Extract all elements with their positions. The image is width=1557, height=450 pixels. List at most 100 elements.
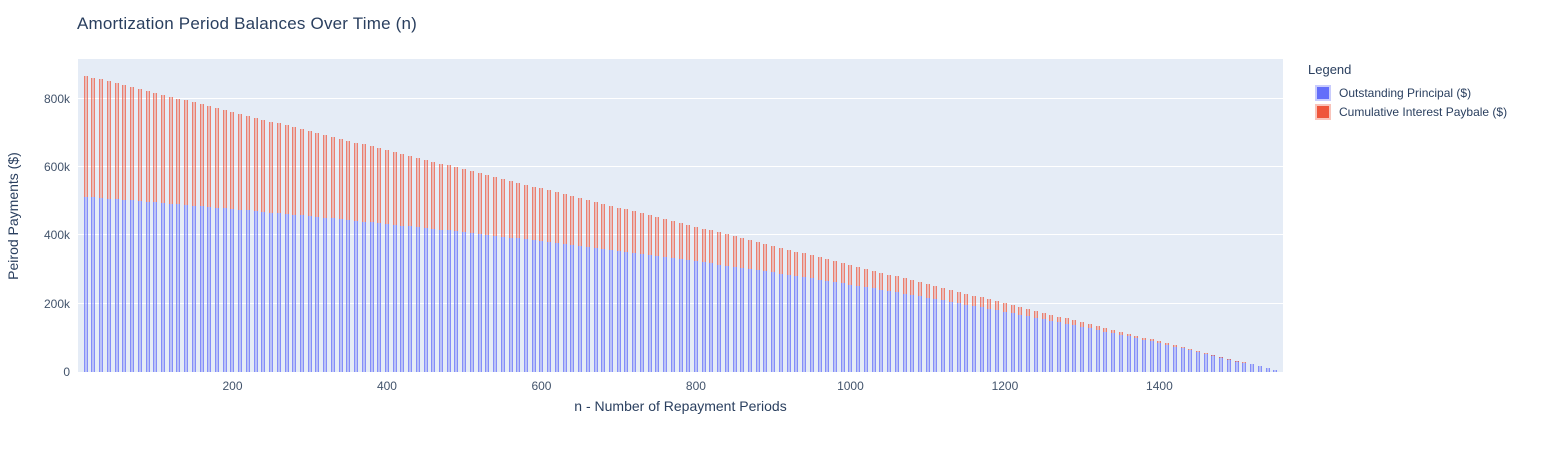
bar-segment-interest: [1149, 339, 1154, 342]
bar-segment-principal: [570, 244, 575, 372]
bar-segment-interest: [1033, 310, 1038, 318]
bar-segment-interest: [1087, 324, 1092, 329]
bar-segment-principal: [686, 260, 691, 372]
legend-item-outstanding-principal[interactable]: Outstanding Principal ($): [1303, 83, 1553, 102]
bar-segment-interest: [771, 245, 776, 273]
bar-segment-principal: [1165, 344, 1170, 372]
bar-segment-interest: [562, 194, 567, 244]
bar-segment-interest: [1072, 320, 1077, 326]
bar-segment-principal: [1211, 355, 1216, 372]
bar-segment-interest: [740, 238, 745, 268]
bar-segment-interest: [384, 150, 389, 224]
bar-segment-interest: [106, 81, 111, 199]
y-axis-title: Peirod Payments ($): [5, 152, 21, 280]
bar-segment-interest: [748, 240, 753, 270]
bar-segment-interest: [1026, 308, 1031, 317]
bar-segment-interest: [670, 220, 675, 259]
bar-segment-principal: [941, 300, 946, 372]
bar-segment-interest: [354, 142, 359, 221]
legend-item-label: Outstanding Principal ($): [1339, 85, 1472, 100]
bar-segment-principal: [925, 297, 930, 372]
cumulative-interest-swatch-icon: [1317, 105, 1329, 118]
bar-segment-principal: [354, 220, 359, 372]
bar-segment-principal: [230, 209, 235, 372]
bar-segment-principal: [369, 222, 374, 372]
bar-segment-principal: [1141, 339, 1146, 372]
bar-segment-interest: [933, 285, 938, 299]
bar-segment-principal: [292, 214, 297, 372]
bar-segment-principal: [1080, 326, 1085, 372]
bar-segment-principal: [184, 205, 189, 372]
bar-segment-interest: [462, 169, 467, 233]
bar-segment-principal: [778, 273, 783, 372]
bar-segment-interest: [585, 199, 590, 247]
bar-segment-interest: [245, 115, 250, 211]
gridline: [78, 234, 1283, 236]
x-tick-label: 400: [376, 379, 397, 393]
bar-segment-principal: [215, 207, 220, 372]
x-tick-label: 200: [222, 379, 243, 393]
bar-segment-principal: [840, 283, 845, 372]
bar-segment-interest: [547, 190, 552, 243]
bar-segment-interest: [979, 297, 984, 308]
bar-segment-principal: [1002, 311, 1007, 372]
bar-segment-interest: [230, 111, 235, 210]
bar-segment-interest: [925, 284, 930, 298]
bar-segment-interest: [330, 136, 335, 219]
bar-segment-interest: [91, 77, 96, 198]
plot-area[interactable]: [78, 59, 1283, 372]
bar-segment-interest: [825, 259, 830, 281]
bar-segment-principal: [222, 208, 227, 372]
bar-segment-interest: [1126, 333, 1131, 337]
bar-segment-principal: [616, 250, 621, 372]
bar-segment-interest: [176, 98, 181, 205]
bar-segment-principal: [1250, 364, 1255, 372]
bar-segment-principal: [1149, 341, 1154, 372]
bar-segment-principal: [168, 203, 173, 372]
bar-segment-interest: [1041, 312, 1046, 320]
bar-segment-principal: [1273, 370, 1278, 372]
bar-segment-interest: [508, 180, 513, 238]
bar-segment-interest: [1134, 335, 1139, 339]
x-tick-label: 800: [685, 379, 706, 393]
bar-segment-principal: [1203, 353, 1208, 372]
bar-segment-interest: [130, 87, 135, 201]
bar-segment-principal: [1234, 360, 1239, 372]
bar-segment-interest: [863, 268, 868, 288]
bar-segment-interest: [840, 263, 845, 284]
bar-segment-principal: [261, 211, 266, 372]
bar-segment-principal: [647, 254, 652, 372]
bar-segment-interest: [516, 182, 521, 239]
bar-segment-interest: [207, 106, 212, 207]
bar-segment-principal: [755, 270, 760, 372]
bar-segment-interest: [871, 270, 876, 289]
bar-segment-principal: [1064, 323, 1069, 372]
legend-item-cumulative-interest[interactable]: Cumulative Interest Paybale ($): [1303, 102, 1553, 121]
bar-segment-principal: [408, 226, 413, 372]
bar-segment-interest: [663, 219, 668, 258]
bar-segment-principal: [160, 203, 165, 372]
bar-segment-principal: [1226, 358, 1231, 372]
bar-segment-principal: [639, 253, 644, 372]
bar-segment-interest: [910, 280, 915, 295]
bar-segment-principal: [748, 269, 753, 372]
bar-segment-principal: [740, 267, 745, 372]
bar-segment-principal: [1180, 348, 1185, 372]
bar-segment-principal: [585, 246, 590, 372]
bar-segment-interest: [431, 161, 436, 229]
bar-segment-principal: [794, 276, 799, 372]
bar-segment-principal: [709, 263, 714, 372]
bar-segment-interest: [686, 224, 691, 261]
bar-segment-interest: [238, 113, 243, 210]
bar-segment-interest: [215, 108, 220, 208]
bar-segment-principal: [902, 293, 907, 372]
bar-segment-interest: [632, 211, 637, 253]
bar-segment-interest: [1196, 350, 1201, 352]
bar-segment-interest: [114, 83, 119, 200]
bar-segment-principal: [392, 224, 397, 372]
bar-segment-principal: [91, 197, 96, 372]
bar-segment-interest: [948, 289, 953, 302]
y-tick-label: 200k: [43, 296, 70, 311]
bar-segment-principal: [632, 252, 637, 372]
bar-segment-principal: [176, 204, 181, 372]
